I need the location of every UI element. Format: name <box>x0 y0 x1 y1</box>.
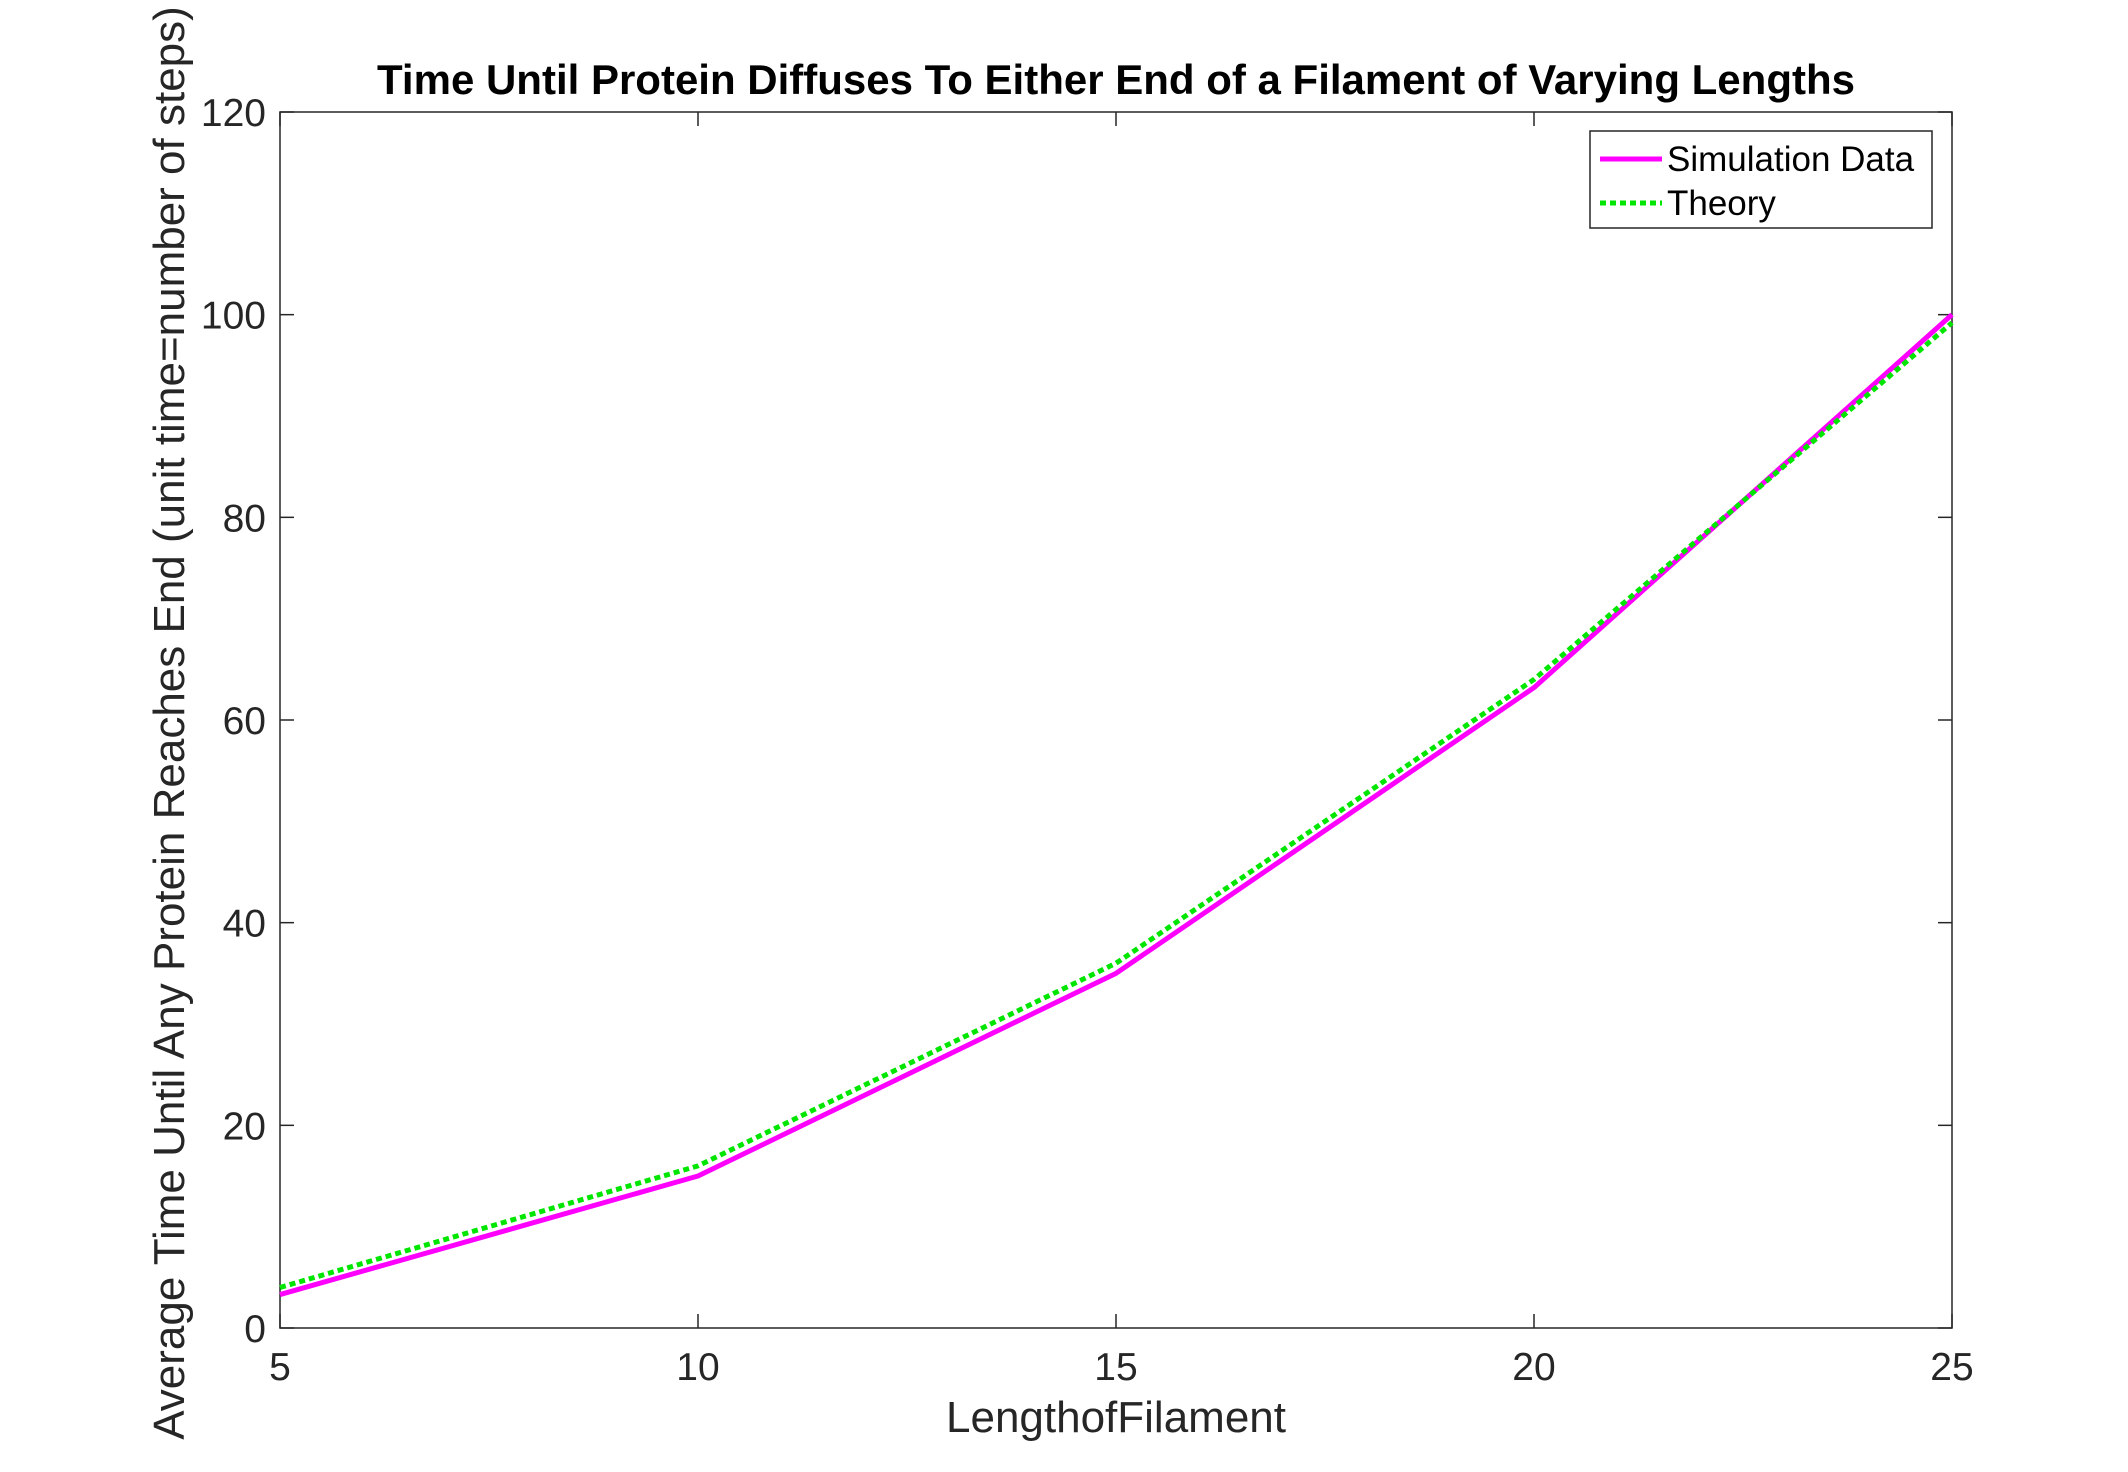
x-axis-label: LengthofFilament <box>946 1393 1286 1442</box>
x-tick-label: 25 <box>1930 1346 1973 1389</box>
x-tick-label: 15 <box>1094 1346 1137 1389</box>
legend-label: Theory <box>1667 184 1776 223</box>
y-tick-label: 120 <box>201 92 266 135</box>
legend: Simulation Data Theory <box>1589 130 1933 229</box>
plot-area <box>279 111 1953 1329</box>
y-tick-label: 60 <box>223 700 266 743</box>
y-axis-label: Average Time Until Any Protein Reaches E… <box>145 6 194 1440</box>
y-tick-label: 100 <box>201 295 266 338</box>
y-tick-label: 0 <box>244 1308 266 1351</box>
series-line-theory <box>279 320 1954 1290</box>
y-tick-label: 40 <box>223 903 266 946</box>
plot-lines <box>279 312 1954 1297</box>
x-tick-label: 10 <box>676 1346 719 1389</box>
x-tick-label: 20 <box>1512 1346 1555 1389</box>
y-tick-label: 20 <box>223 1105 266 1148</box>
axis-tick-labels: 5 10 15 20 25 0 20 40 60 80 100 120 <box>201 92 1974 1389</box>
legend-label: Simulation Data <box>1667 140 1915 179</box>
x-tick-label: 5 <box>269 1346 291 1389</box>
axis-ticks <box>279 111 1953 1329</box>
series-line-simulation-data <box>279 312 1954 1297</box>
chart-title: Time Until Protein Diffuses To Either En… <box>377 56 1855 103</box>
y-tick-label: 80 <box>223 497 266 540</box>
legend-box <box>1589 130 1933 229</box>
